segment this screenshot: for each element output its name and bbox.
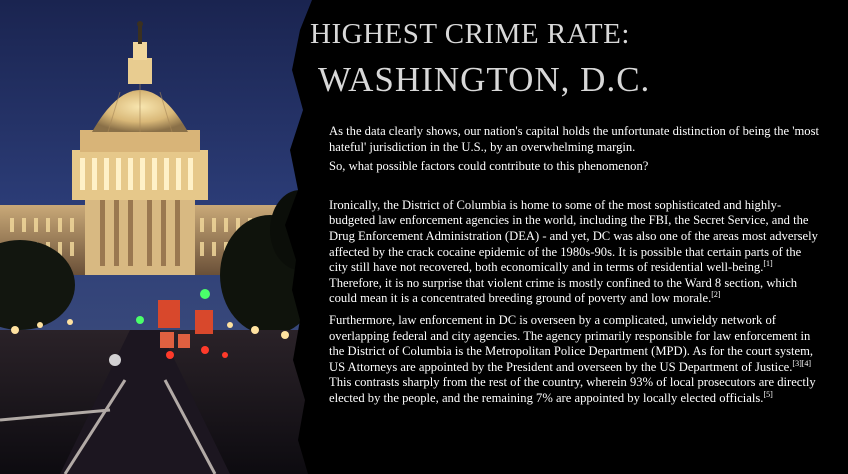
paragraph-intro: As the data clearly shows, our nation's … (329, 124, 819, 154)
torn-paper-panel (285, 0, 848, 474)
paragraph-question: So, what possible factors could contribu… (329, 159, 649, 174)
citation-link-1[interactable]: [1] (763, 259, 773, 269)
paragraph-text: Ironically, the District of Columbia is … (329, 197, 818, 275)
citation-link-3-4[interactable]: [3][4] (792, 358, 812, 368)
citation-link-5[interactable]: [5] (763, 389, 773, 399)
paragraph-text: Furthermore, law enforcement in DC is ov… (329, 312, 814, 374)
paragraph-text: This contrasts sharply from the rest of … (329, 375, 816, 405)
paragraph-law-enforcement: Ironically, the District of Columbia is … (329, 198, 819, 307)
headline-line2: WASHINGTON, D.C. (318, 60, 651, 99)
paragraph-agencies: Furthermore, law enforcement in DC is ov… (329, 313, 819, 407)
citation-link-2[interactable]: [2] (711, 290, 721, 300)
article-body: As the data clearly shows, our nation's … (329, 124, 819, 407)
headline-line1: HIGHEST CRIME RATE: (310, 18, 630, 50)
paragraph-text: Therefore, it is no surprise that violen… (329, 275, 798, 306)
